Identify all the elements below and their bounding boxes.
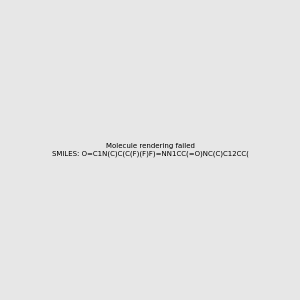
- Text: Molecule rendering failed
SMILES: O=C1N(C)C(C(F)(F)F)=NN1CC(=O)NC(C)C12CC(: Molecule rendering failed SMILES: O=C1N(…: [52, 143, 248, 157]
